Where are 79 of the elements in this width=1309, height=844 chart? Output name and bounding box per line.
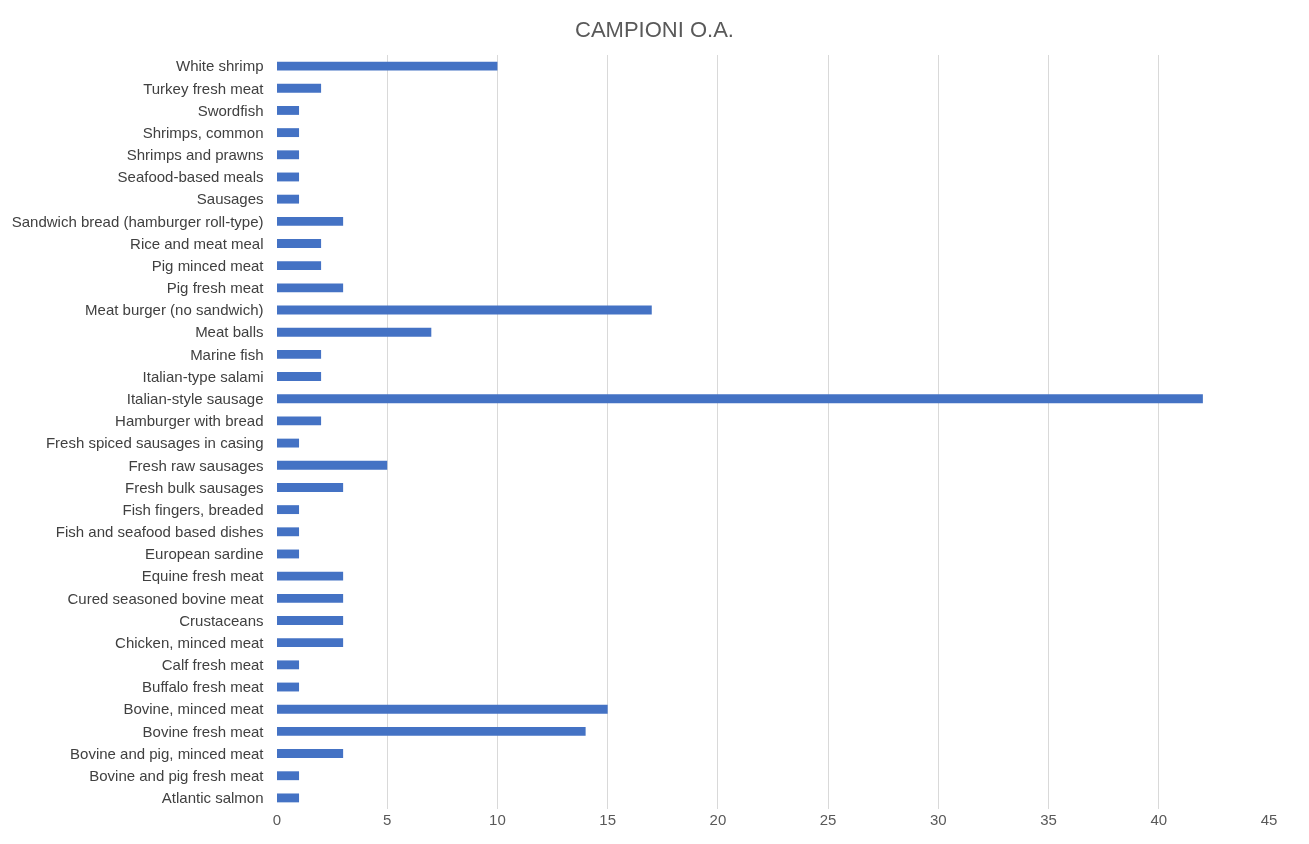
y-tick-label: Bovine and pig, minced meat: [70, 744, 276, 762]
y-tick-label: Cured seasoned bovine meat: [67, 589, 276, 607]
bar: [277, 438, 300, 448]
y-tick-label: Equine fresh meat: [141, 567, 276, 585]
bar: [277, 527, 300, 537]
y-tick-label: Fish fingers, breaded: [122, 500, 276, 518]
y-tick-label: Marine fish: [190, 345, 276, 363]
y-tick-label: Meat balls: [195, 323, 276, 341]
bar: [277, 394, 1203, 404]
y-tick-label: European sardine: [145, 545, 276, 563]
y-tick-label: Fresh spiced sausages in casing: [45, 434, 276, 452]
y-tick-label: Italian-type salami: [142, 367, 276, 385]
bar: [277, 372, 322, 381]
y-tick-label: Pig minced meat: [151, 256, 276, 274]
bar: [277, 172, 300, 182]
y-tick-label: White shrimp: [175, 57, 276, 75]
y-tick-label: Bovine, minced meat: [123, 700, 276, 718]
y-tick-label: Fish and seafood based dishes: [55, 523, 276, 541]
bar: [277, 726, 586, 736]
y-tick-label: Italian-style sausage: [126, 389, 276, 407]
y-tick-label: Shrimps and prawns: [126, 146, 276, 164]
y-tick-label: Bovine fresh meat: [142, 722, 276, 740]
bar: [277, 483, 344, 492]
y-tick-label: Bovine and pig fresh meat: [89, 766, 276, 784]
y-tick-label: Rice and meat meal: [130, 234, 276, 252]
y-tick-label: Hamburger with bread: [115, 412, 276, 430]
y-tick-label: Meat burger (no sandwich): [85, 301, 276, 319]
y-tick-label: Sausages: [196, 190, 276, 208]
x-tick-label: 0: [272, 811, 282, 828]
x-tick-label: 30: [929, 811, 947, 828]
bar: [277, 128, 300, 138]
y-tick-label: Crustaceans: [179, 611, 276, 629]
bar: [277, 660, 300, 670]
x-tick-label: 25: [819, 811, 837, 828]
bar: [277, 216, 344, 226]
bar: [277, 261, 322, 271]
bar: [277, 682, 300, 692]
y-tick-label: Shrimps, common: [142, 123, 276, 141]
y-tick-label: Pig fresh meat: [166, 279, 276, 297]
y-tick-label: Turkey fresh meat: [143, 79, 276, 97]
bar: [277, 616, 344, 625]
bar: [277, 305, 652, 315]
bar: [277, 349, 322, 359]
x-tick-label: 15: [599, 811, 617, 828]
y-tick-label: Fresh bulk sausages: [125, 478, 276, 496]
x-tick-label: 20: [709, 811, 727, 828]
bar: [277, 194, 300, 204]
y-tick-label: Seafood-based meals: [117, 168, 276, 186]
bar: [277, 150, 300, 160]
bar: [277, 505, 300, 515]
bar: [277, 283, 344, 293]
y-tick-label: Sandwich bread (hamburger roll-type): [11, 212, 276, 230]
bar: [277, 327, 432, 337]
x-tick-label: 35: [1040, 811, 1057, 828]
bar: [277, 771, 300, 781]
bar: [277, 749, 344, 758]
bar: [277, 61, 498, 71]
bar: [277, 593, 344, 603]
bar: [277, 571, 344, 581]
x-tick-label: 45: [1260, 811, 1278, 828]
bar: [277, 793, 300, 803]
x-tick-label: 40: [1150, 811, 1168, 828]
bar: [277, 549, 300, 559]
bar: [277, 704, 608, 714]
bar: [277, 460, 388, 470]
y-tick-label: Atlantic salmon: [161, 789, 276, 807]
y-tick-label: Swordfish: [197, 101, 276, 119]
bar: [277, 106, 300, 115]
bar: [277, 638, 344, 648]
x-tick-label: 10: [489, 811, 506, 828]
y-tick-label: Fresh raw sausages: [128, 456, 276, 474]
y-tick-label: Chicken, minced meat: [115, 633, 276, 651]
bar: [277, 239, 322, 248]
y-tick-label: Buffalo fresh meat: [142, 678, 276, 696]
bar: [277, 416, 322, 426]
chart-title: CAMPIONI O.A.: [575, 16, 734, 42]
bar: [277, 83, 322, 93]
y-tick-label: Calf fresh meat: [161, 656, 276, 674]
x-tick-label: 5: [383, 811, 392, 828]
